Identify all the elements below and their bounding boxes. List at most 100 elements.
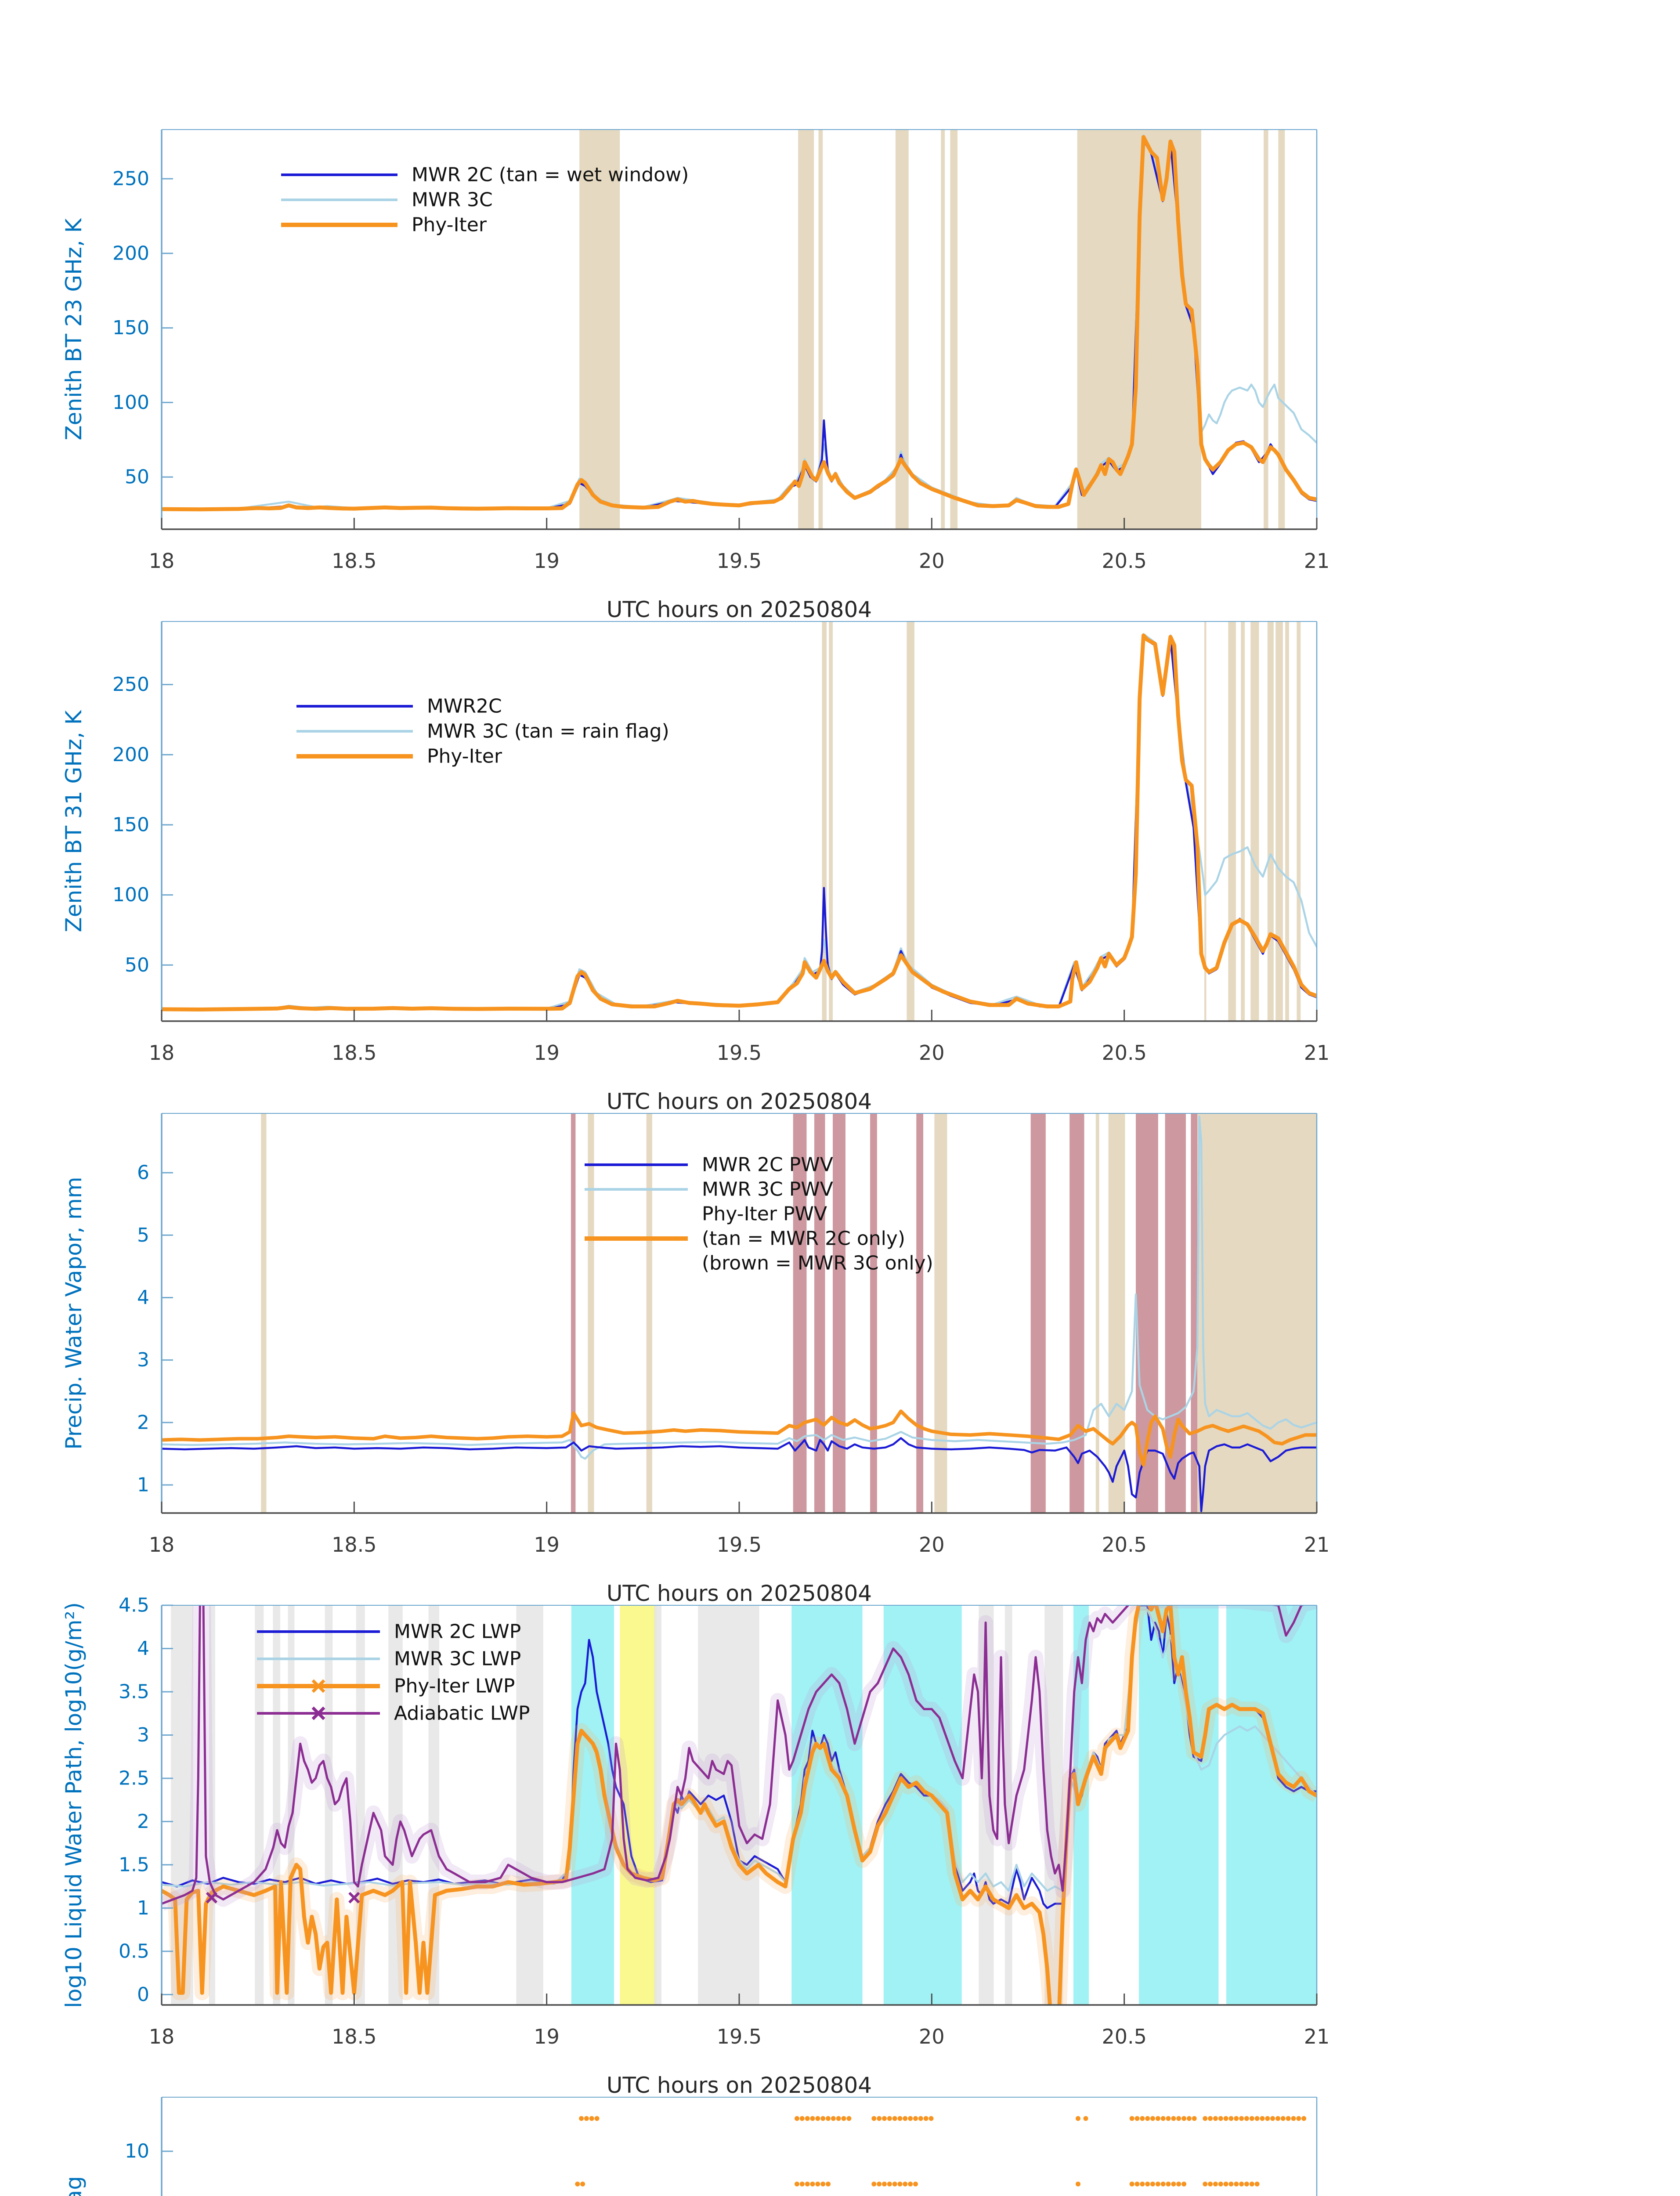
subplot-pwv: 1 2 3 4 5 6 18 18.5 19 19.5 20 20.5 21 UTC hours on 2…: [61, 1113, 1330, 1606]
x-marker-icon: [311, 1706, 325, 1720]
y-axis-label: Zenith BT 31 GHz, K: [61, 710, 87, 932]
x-tick-label: 18.5: [332, 1533, 376, 1557]
rose-band: [571, 1113, 576, 1513]
y-tick-label: 2.5: [119, 1767, 149, 1789]
legend-label: Adiabatic LWP: [394, 1702, 530, 1725]
y-tick-label: 50: [125, 466, 149, 488]
tan-band: [818, 130, 823, 529]
x-tick-label: 18.5: [332, 549, 376, 573]
y-tick-label: 150: [112, 813, 149, 836]
x-tick-label: 20.5: [1102, 2025, 1146, 2048]
y-axis-label: Precip. Water Vapor, mm: [61, 1177, 87, 1449]
bands-bt31: [822, 621, 1301, 1021]
bands-lwp: [171, 1605, 1317, 2005]
x-tick-label: 18: [149, 2025, 175, 2048]
line-MWR 3C: [162, 633, 1317, 1010]
tan-band: [1250, 621, 1259, 1021]
line-MWR 3C PWV: [162, 1115, 1317, 1460]
gray-band: [171, 1605, 193, 2005]
y-tick-label: 2: [137, 1810, 149, 1833]
rose-band: [870, 1113, 877, 1513]
y-tick-label: 10: [125, 2140, 149, 2163]
legend-label: (brown = MWR 3C only): [702, 1252, 933, 1275]
bands-pwv: [261, 1113, 1317, 1513]
scatter-dqflag: [575, 2116, 1307, 2187]
y-tick-label: 1: [137, 1897, 149, 1919]
y-tick-label: 100: [112, 884, 149, 906]
legend-label: MWR2C: [427, 695, 502, 718]
y-tick-label: 100: [112, 391, 149, 414]
tan-band: [950, 130, 958, 529]
rose-band: [1069, 1113, 1084, 1513]
y-tick-label: 4: [137, 1637, 149, 1660]
x-axis-label: UTC hours on 20250804: [607, 2073, 872, 2098]
gray-band: [209, 1605, 215, 2005]
y-tick-label: 6: [137, 1162, 149, 1184]
tan-band: [822, 621, 827, 1021]
x-axis-label: UTC hours on 20250804: [607, 597, 872, 622]
x-tick-label: 18: [149, 549, 175, 573]
y-tick-label: 200: [112, 744, 149, 766]
series-bt31: [162, 633, 1317, 1011]
line-Phy-Iter LWP: [162, 1605, 1317, 2005]
legend-label: MWR 2C LWP: [394, 1621, 521, 1643]
tan-band: [1297, 621, 1301, 1021]
y-tick-label: 0.5: [119, 1940, 149, 1962]
rose-band: [1030, 1113, 1046, 1513]
y-axis-label: log10 Liquid Water Path, log10(g/m²): [61, 1602, 87, 2008]
x-tick-label: 18.5: [332, 1041, 376, 1065]
legend-label: MWR 3C (tan = rain flag): [427, 720, 669, 743]
rose-band: [833, 1113, 845, 1513]
tan-band: [1204, 621, 1207, 1021]
gray-band: [516, 1605, 543, 2005]
legend-bt23: MWR 2C (tan = wet window) MWR 3C Phy-Iter: [281, 164, 689, 236]
x-tick-label: 21: [1304, 1041, 1330, 1065]
gray-band: [325, 1605, 333, 2005]
y-tick-label: 0: [137, 1983, 149, 2006]
x-tick-label: 19: [534, 549, 560, 573]
tan-band: [579, 130, 620, 529]
y-tick-label: 50: [125, 954, 149, 976]
gray-band: [654, 1605, 661, 2005]
x-marker-icon: [311, 1679, 325, 1693]
x-tick-label: 20: [919, 1533, 945, 1557]
tan-band: [1228, 621, 1236, 1021]
series-lwp: [162, 1605, 1317, 2005]
legend-label: MWR 2C PWV: [702, 1154, 833, 1176]
rose-band: [1191, 1113, 1198, 1513]
y-axis-label: MWR Phy Iter DQ Flag: [61, 2176, 87, 2196]
cyan-band: [1226, 1605, 1317, 2005]
x-tick-label: 20: [919, 1041, 945, 1065]
tan-band: [1264, 130, 1268, 529]
x-tick-label: 20: [919, 549, 945, 573]
tan-band: [1241, 621, 1245, 1021]
legend-label: MWR 3C LWP: [394, 1648, 521, 1670]
gray-band: [698, 1605, 759, 2005]
x-tick-label: 19.5: [717, 1041, 762, 1065]
y-tick-label: 2: [137, 1411, 149, 1434]
subplot-lwp: 0 0.5 1 1.5 2 2.5 3 3.5 4 4.5 18 18.5 19 19.5 20 20.5 21…: [61, 1594, 1330, 2098]
y-tick-label: 3.5: [119, 1680, 149, 1703]
x-tick-label: 19.5: [717, 1533, 762, 1557]
x-tick-label: 18: [149, 1041, 175, 1065]
y-tick-label: 1.5: [119, 1853, 149, 1876]
legend-label: (tan = MWR 2C only): [702, 1228, 905, 1250]
x-tick-label: 21: [1304, 1533, 1330, 1557]
legend-label: Phy-Iter LWP: [394, 1675, 515, 1698]
x-tick-label: 21: [1304, 549, 1330, 573]
y-tick-label: 3: [137, 1724, 149, 1746]
x-tick-label: 20.5: [1102, 549, 1146, 573]
y-tick-label: 250: [112, 168, 149, 190]
tan-band: [261, 1113, 267, 1513]
x-tick-label: 19.5: [717, 2025, 762, 2048]
legend-label: MWR 3C PWV: [702, 1178, 833, 1201]
tan-band: [941, 130, 945, 529]
x-tick-label: 18.5: [332, 2025, 376, 2048]
tan-band: [934, 1113, 947, 1513]
legend-label: Phy-Iter PWV: [702, 1203, 827, 1225]
line-MWR 2C PWV: [162, 1437, 1317, 1512]
tan-band: [1095, 1113, 1099, 1513]
x-tick-label: 19: [534, 2025, 560, 2048]
